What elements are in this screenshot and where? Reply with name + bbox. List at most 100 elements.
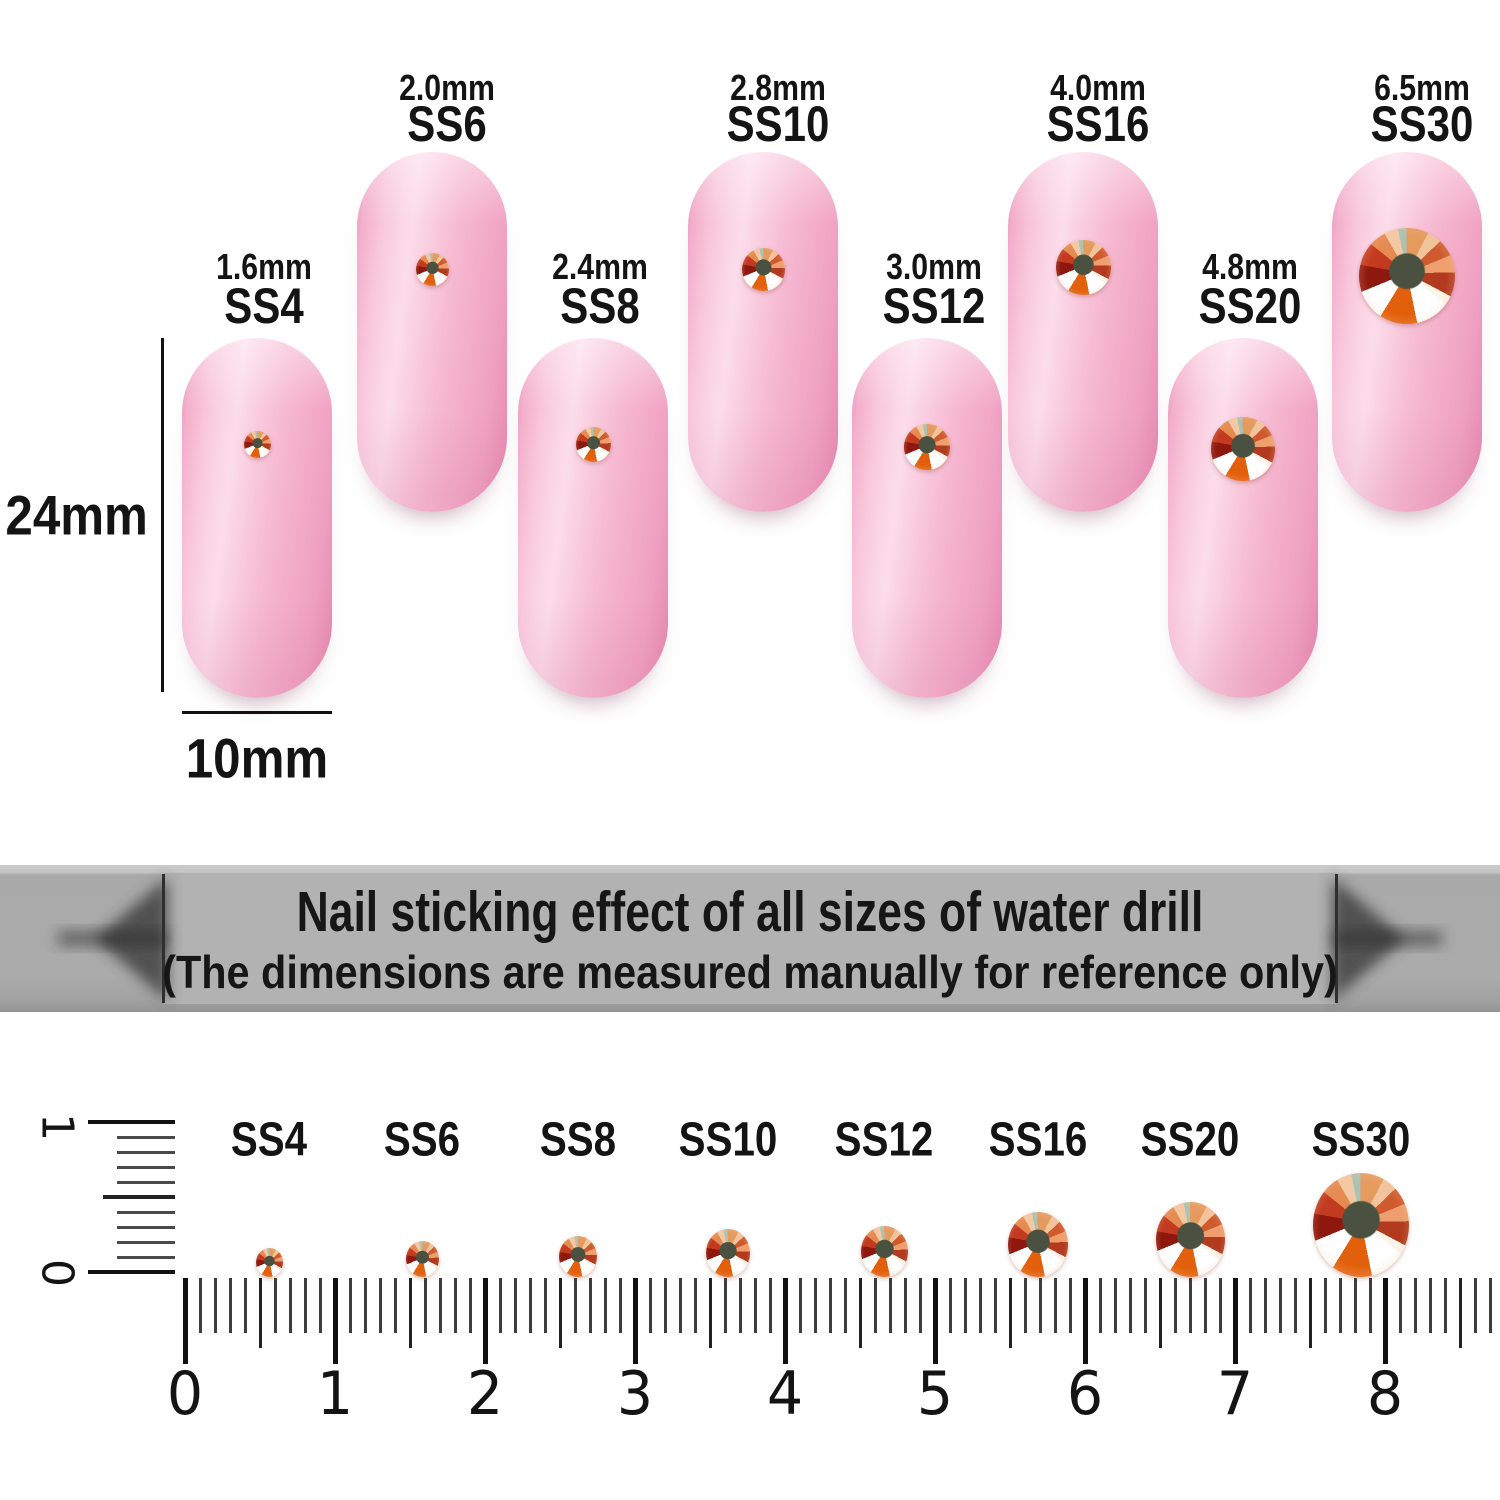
ruler-tick <box>528 1278 532 1333</box>
ruler-stone-label: SS20 <box>1140 1113 1240 1167</box>
ruler-tick <box>1068 1278 1072 1333</box>
ruler-number: 3 <box>616 1359 654 1429</box>
ruler-tick <box>1188 1278 1192 1333</box>
ruler-number: 8 <box>1366 1359 1404 1429</box>
ruler-tick <box>678 1278 682 1333</box>
ruler-tick <box>378 1278 382 1333</box>
ruler-tick <box>588 1278 592 1333</box>
ruler-tick <box>1428 1278 1432 1333</box>
ruler-tick <box>618 1278 622 1333</box>
nail-mm-label: 4.0mm <box>1050 67 1146 108</box>
ruler-stone-label: SS8 <box>539 1113 617 1167</box>
ruler-tick <box>1232 1278 1238 1364</box>
ruler-number: 4 <box>766 1359 804 1429</box>
ruler-tick <box>738 1278 742 1333</box>
ruler-tick <box>1398 1278 1402 1333</box>
ruler-tick <box>228 1278 232 1333</box>
ruler-tick <box>948 1278 952 1333</box>
nail-ss12 <box>852 338 1002 698</box>
ruler-tick <box>213 1278 217 1333</box>
ruler-tick <box>1293 1278 1297 1333</box>
ruler-stone-label: SS30 <box>1311 1113 1411 1167</box>
ruler-tick <box>393 1278 397 1333</box>
banner-panel <box>164 873 1336 1004</box>
ruler-tick <box>573 1278 577 1333</box>
ruler-stone-ss10 <box>706 1229 750 1277</box>
ruler-tick <box>182 1278 188 1364</box>
vertical-ruler-tick <box>117 1210 175 1214</box>
ruler-number: 6 <box>1066 1359 1104 1429</box>
ruler-tick <box>1413 1278 1417 1333</box>
ruler-stone-ss16 <box>1008 1212 1068 1277</box>
ruler-tick <box>1368 1278 1372 1333</box>
ruler-stone-label: SS16 <box>988 1113 1088 1167</box>
ruler-tick <box>258 1278 262 1348</box>
ruler-tick <box>1488 1278 1492 1333</box>
vertical-ruler-tick <box>117 1135 175 1139</box>
nail-stone-ss8 <box>575 426 611 462</box>
nail-stone-ss16 <box>1055 239 1111 295</box>
ruler-tick <box>1278 1278 1282 1333</box>
ruler-tick <box>1353 1278 1357 1333</box>
nail-ss8 <box>518 338 668 698</box>
ruler-tick <box>1323 1278 1327 1333</box>
ruler-stone-ss12 <box>860 1226 908 1277</box>
ruler-tick <box>482 1278 488 1364</box>
ruler-stone-label: SS10 <box>678 1113 778 1167</box>
nail-size-label: SS12 <box>882 278 986 334</box>
nail-stone-ss6 <box>415 252 449 286</box>
ruler-tick <box>273 1278 277 1333</box>
ruler-tick <box>1473 1278 1477 1333</box>
ruler-tick <box>932 1278 938 1364</box>
ruler-tick <box>888 1278 892 1333</box>
ruler-tick <box>768 1278 772 1333</box>
nail-size-label: SS16 <box>1046 96 1150 152</box>
ruler-tick <box>198 1278 202 1333</box>
ruler-tick <box>1038 1278 1042 1333</box>
ruler-tick <box>858 1278 862 1348</box>
ruler-stone-label: SS12 <box>834 1113 934 1167</box>
ruler-tick <box>1218 1278 1222 1333</box>
nail-mm-label: 2.8mm <box>730 67 826 108</box>
height-dimension-label: 24mm <box>5 483 148 547</box>
nail-size-label: SS4 <box>224 278 304 334</box>
nail-stone-ss4 <box>243 430 271 458</box>
nail-size-label: SS10 <box>726 96 830 152</box>
vertical-ruler-tick <box>117 1180 175 1184</box>
ruler-tick <box>782 1278 788 1364</box>
nail-size-label: SS8 <box>560 278 640 334</box>
ruler-number: 2 <box>466 1359 504 1429</box>
ruler-tick <box>1338 1278 1342 1333</box>
ruler-tick <box>423 1278 427 1333</box>
ruler-tick <box>1203 1278 1207 1333</box>
height-dimension-line <box>161 338 164 692</box>
nail-mm-label: 2.4mm <box>552 246 648 287</box>
nail-stone-ss10 <box>741 247 785 291</box>
nail-ss10 <box>688 152 838 512</box>
vertical-ruler-tick <box>88 1120 175 1124</box>
ruler-stone-ss4 <box>255 1248 283 1277</box>
ruler-tick <box>918 1278 922 1333</box>
ruler-stone-ss30 <box>1313 1173 1409 1277</box>
ruler-tick <box>1443 1278 1447 1333</box>
ruler-tick <box>813 1278 817 1333</box>
ruler-stone-ss20 <box>1155 1202 1225 1277</box>
vertical-ruler-tick <box>117 1165 175 1169</box>
nail-mm-label: 1.6mm <box>216 246 312 287</box>
info-banner <box>0 865 1500 1012</box>
nail-stone-ss20 <box>1211 417 1275 481</box>
nail-size-label: SS6 <box>407 96 487 152</box>
vertical-ruler-tick <box>117 1240 175 1244</box>
width-dimension-label: 10mm <box>185 726 329 790</box>
nail-stone-ss12 <box>904 424 950 470</box>
ruler-tick <box>363 1278 367 1333</box>
banner-subtitle: (The dimensions are measured manually fo… <box>162 946 1338 998</box>
ruler-tick <box>453 1278 457 1333</box>
ruler-tick <box>1458 1278 1462 1348</box>
banner-fold-shadow <box>58 874 1442 1003</box>
ruler-tick <box>1128 1278 1132 1333</box>
ruler-tick <box>303 1278 307 1333</box>
ruler-tick <box>543 1278 547 1333</box>
ruler-tick <box>828 1278 832 1333</box>
ruler-stone-label: SS6 <box>383 1113 461 1167</box>
